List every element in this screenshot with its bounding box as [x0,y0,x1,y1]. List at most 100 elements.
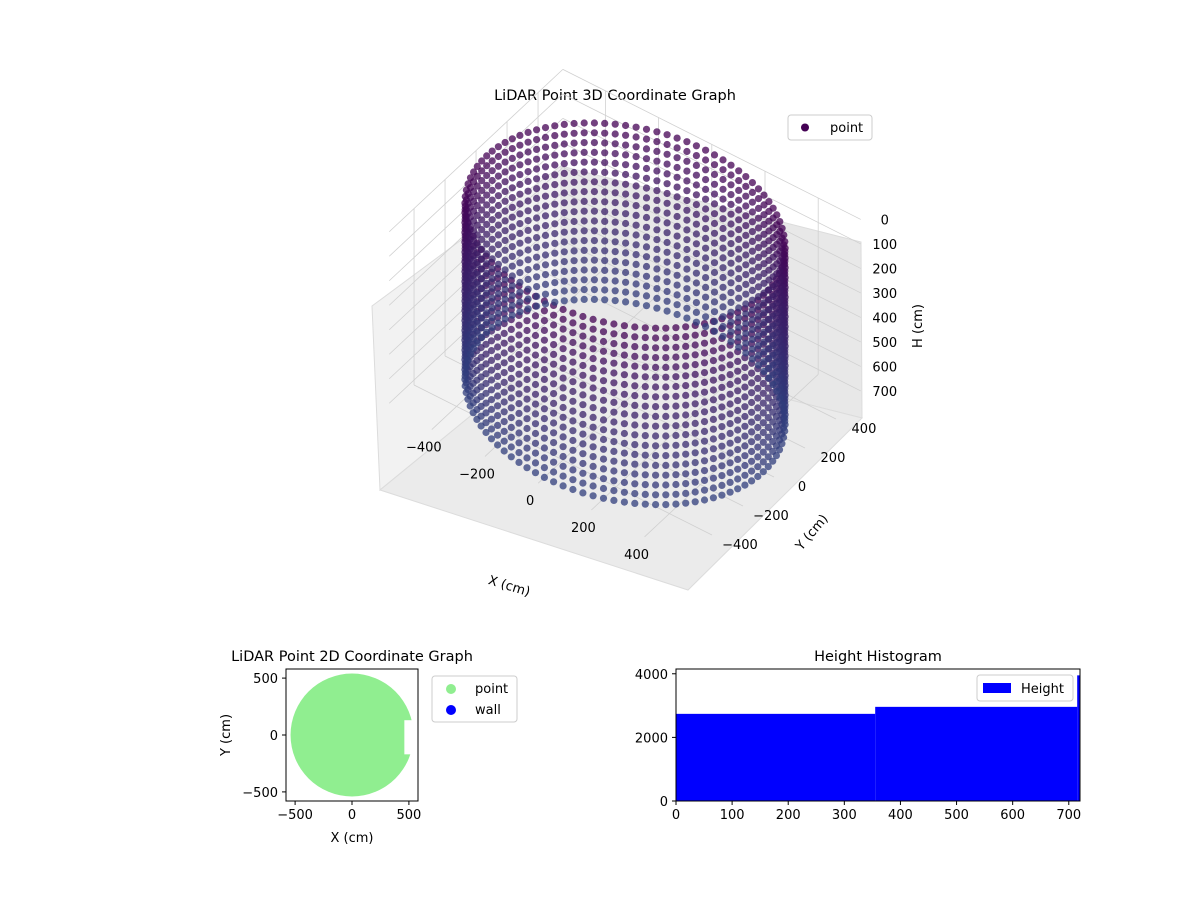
lidar-point [641,490,649,498]
lidar-point [599,475,608,483]
lidar-point [719,175,727,184]
lidar-point [501,305,509,313]
lidar-point [622,239,630,247]
lidar-point [516,269,524,277]
lidar-point [700,437,709,445]
lidar-point [560,287,568,295]
lidar-point [540,326,549,334]
lidar-point [560,248,568,256]
lidar-point [631,401,639,409]
lidar-point [610,398,618,406]
lidar-point [483,201,491,209]
lidar-point [726,380,734,388]
lidar-point [734,387,742,395]
lidar-point [524,285,532,293]
lidar-point [570,247,578,255]
lidar-point [515,390,523,398]
lidar-point [569,427,577,435]
lidar-point [515,429,523,437]
lidar-point [524,226,532,234]
lidar-point [718,481,726,489]
lidar-point [709,366,718,374]
lidar-point [663,189,671,198]
lidar-point [700,369,709,377]
lidar-point [742,261,750,269]
lidar-point [560,258,568,266]
lidar-point [662,403,670,411]
lidar-point [515,449,523,457]
lidar-point [516,220,524,228]
lidar-point [590,246,599,254]
lidar-point [494,319,502,327]
lidar-point [726,361,734,369]
lidar-point [550,399,558,407]
lidar-point [719,322,727,331]
lidar-point [735,255,743,263]
lidar-point [523,454,531,462]
lidar-point [601,168,609,176]
lidar-point [754,253,763,261]
lidar-point [550,341,558,349]
lidar-point [579,440,587,448]
lidar-point [653,304,661,312]
lidar-point [599,386,608,395]
lidar-point [540,385,549,393]
lidar-point [662,373,670,381]
lidar-point [652,422,660,430]
lidar-point [487,435,496,443]
lidar-point [742,222,750,230]
lidar-point [516,239,524,247]
histogram-bar [676,713,876,801]
lidar-point [560,160,568,168]
lidar-point [483,250,491,258]
lidar-point [524,207,532,215]
lidar-point [754,224,763,232]
lidar-point [524,148,532,156]
lidar-point [473,339,481,347]
lidar-point [570,159,578,167]
lidar-point [473,415,481,423]
lidar-point [507,365,515,373]
lidar-point [692,318,701,326]
lidar-point [682,352,690,360]
lidar-point [748,355,757,363]
lidar-point [631,333,639,341]
lidar-point [702,323,710,331]
lidar-point [765,374,773,382]
lidar-point [709,455,718,463]
lidar-point [516,210,524,218]
lidar-point [569,407,577,415]
lidar-point [620,351,629,359]
lidar-point [559,482,567,490]
lidar-point [611,130,619,138]
lidar-point [620,459,629,467]
lidar-point [754,195,763,203]
lidar-point [550,350,558,358]
lidar-point [478,186,486,194]
lidar-point [780,407,788,415]
lidar-point [601,257,609,265]
lidar-point [652,471,660,479]
lidar-point [742,192,750,200]
lidar-point [589,482,597,490]
lidar-point [760,279,768,287]
lidar-point [673,193,681,201]
lidar-point [515,370,523,378]
lidar-point [622,278,630,286]
h-axis-label-3d: H (cm) [911,304,926,348]
lidar-point [622,249,630,257]
lidar-point [710,161,719,169]
lidar-point [508,301,516,309]
lidar-point [673,173,681,181]
lidar-point [494,392,502,400]
lidar-point [610,379,618,387]
lidar-point [590,188,599,196]
lidar-point [483,191,491,199]
lidar-point [611,120,619,128]
lidar-point [590,207,599,215]
lidar-point [663,268,671,276]
lidar-point [569,378,577,386]
lidar-point [709,464,718,472]
lidar-point [559,354,567,363]
lidar-point [702,185,710,193]
